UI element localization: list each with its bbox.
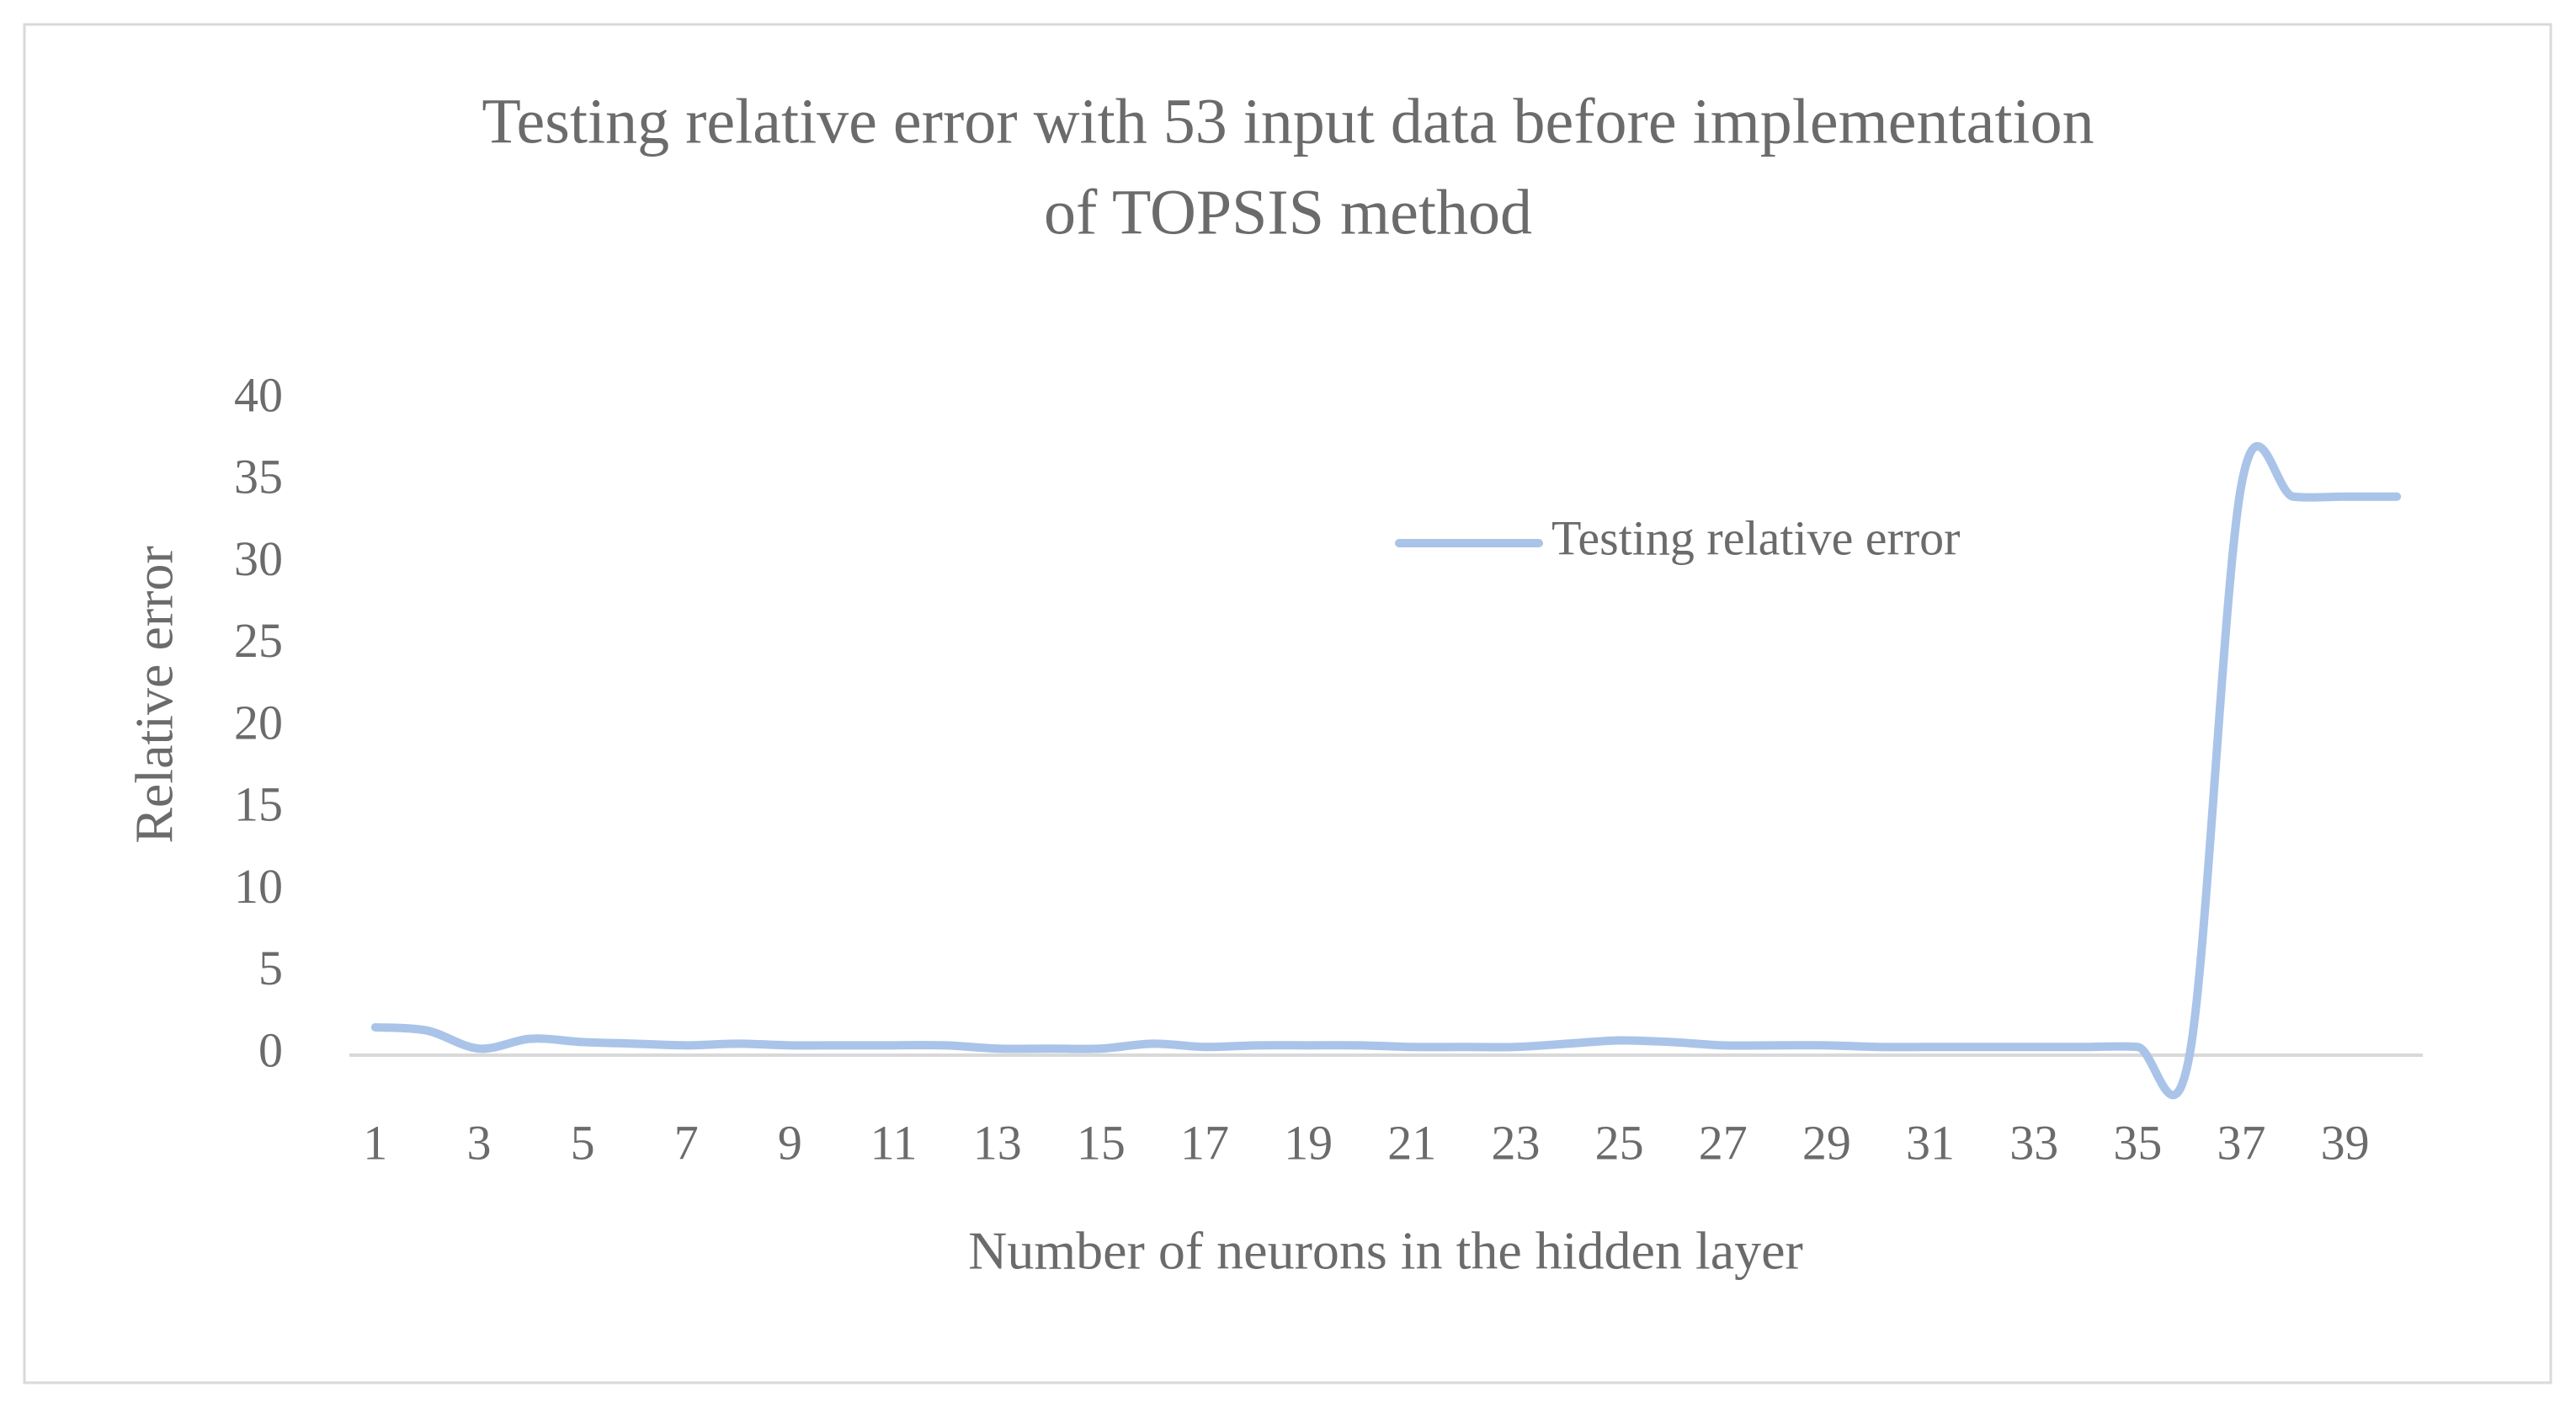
x-tick-label: 35 (2113, 1115, 2162, 1170)
y-tick-label: 40 (234, 367, 283, 422)
y-tick-label: 30 (234, 531, 283, 586)
x-tick-label: 37 (2217, 1115, 2265, 1170)
x-tick-label: 17 (1180, 1115, 1229, 1170)
y-tick-label: 25 (234, 613, 283, 668)
x-tick-label: 23 (1491, 1115, 1540, 1170)
data-line (370, 441, 2402, 1100)
x-tick-label: 1 (363, 1115, 387, 1170)
x-tick-label: 29 (1802, 1115, 1851, 1170)
x-tick-label: 39 (2321, 1115, 2370, 1170)
y-tick-label: 20 (234, 695, 283, 749)
y-tick-label: 5 (258, 941, 283, 995)
x-tick-label: 33 (2009, 1115, 2058, 1170)
y-tick-label: 15 (234, 777, 283, 832)
x-tick-label: 11 (870, 1115, 918, 1170)
x-tick-label: 27 (1699, 1115, 1748, 1170)
x-tick-label: 7 (674, 1115, 699, 1170)
y-tick-label: 10 (234, 859, 283, 914)
chart-border (23, 23, 2552, 1384)
x-tick-label: 5 (571, 1115, 595, 1170)
x-axis-title: Number of neurons in the hidden layer (968, 1221, 1803, 1281)
x-tick-label: 15 (1077, 1115, 1126, 1170)
legend-label: Testing relative error (1551, 510, 1961, 565)
chart-title: of TOPSIS method (1044, 177, 1532, 248)
x-tick-label: 25 (1595, 1115, 1644, 1170)
x-tick-label: 9 (778, 1115, 802, 1170)
x-tick-label: 13 (973, 1115, 1022, 1170)
y-tick-label: 35 (234, 450, 283, 504)
y-tick-label: 0 (258, 1022, 283, 1077)
y-axis-title: Relative error (125, 546, 184, 844)
x-tick-label: 21 (1387, 1115, 1436, 1170)
x-tick-label: 31 (1906, 1115, 1955, 1170)
chart-title: Testing relative error with 53 input dat… (482, 86, 2094, 157)
x-tick-label: 3 (466, 1115, 491, 1170)
x-tick-label: 19 (1284, 1115, 1333, 1170)
